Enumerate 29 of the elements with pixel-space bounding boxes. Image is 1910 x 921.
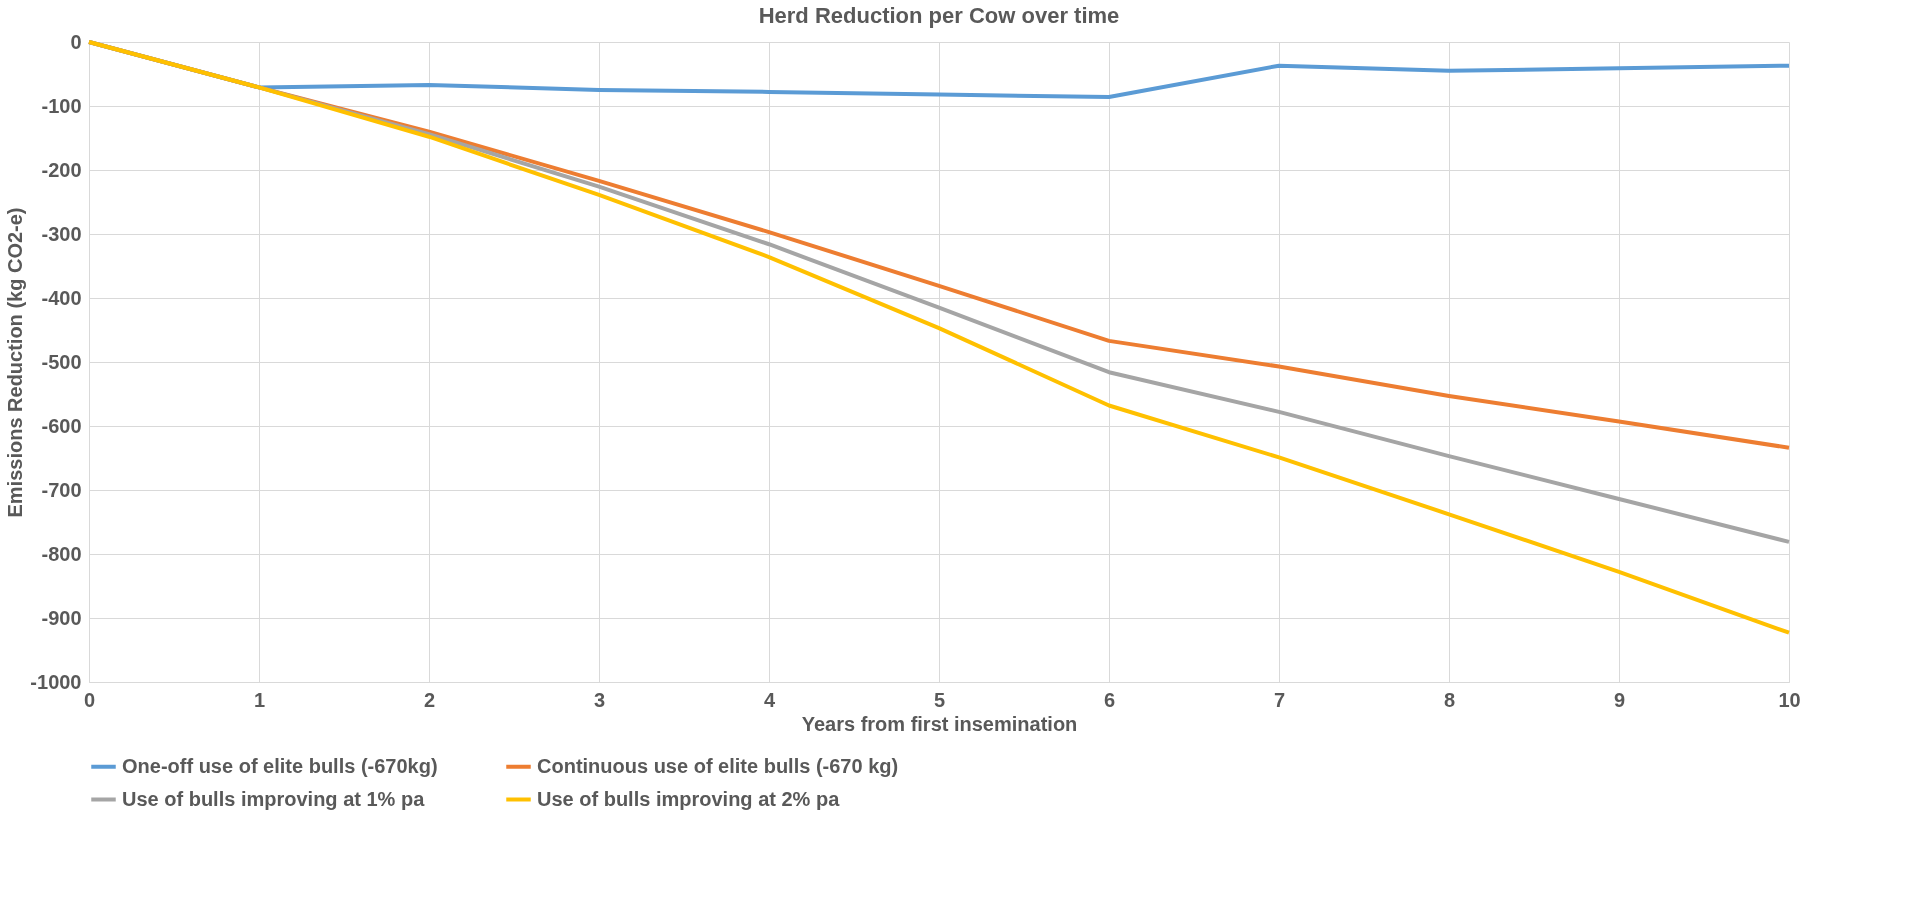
x-tick-label: 9 bbox=[1613, 688, 1626, 711]
legend-label: Use of bulls improving at 2% pa bbox=[537, 787, 841, 810]
y-tick-label: -900 bbox=[41, 606, 82, 629]
x-tick-label: 2 bbox=[423, 688, 436, 711]
y-tick-label: -200 bbox=[41, 158, 82, 181]
x-tick-label: 1 bbox=[253, 688, 266, 711]
y-tick-label: -400 bbox=[41, 286, 82, 309]
y-tick-label: -600 bbox=[41, 414, 82, 437]
y-tick-label: -700 bbox=[41, 478, 82, 501]
x-tick-label: 3 bbox=[593, 688, 606, 711]
y-tick-label: -500 bbox=[41, 350, 82, 373]
x-tick-label: 6 bbox=[1103, 688, 1116, 711]
x-tick-label: 10 bbox=[1778, 688, 1801, 711]
legend-label: Continuous use of elite bulls (-670 kg) bbox=[537, 754, 899, 777]
y-tick-label: -300 bbox=[41, 222, 82, 245]
y-tick-label: -100 bbox=[41, 94, 82, 117]
x-tick-label: 4 bbox=[763, 688, 776, 711]
legend-label: One-off use of elite bulls (-670kg) bbox=[122, 754, 438, 777]
y-axis-title: Emissions Reduction (kg CO2-e) bbox=[4, 207, 27, 518]
y-tick-label: -800 bbox=[41, 542, 82, 565]
x-tick-label: 0 bbox=[83, 688, 96, 711]
x-tick-label: 8 bbox=[1443, 688, 1456, 711]
x-tick-label: 5 bbox=[933, 688, 946, 711]
x-axis-title: Years from first insemination bbox=[801, 712, 1078, 735]
y-tick-label: -1000 bbox=[30, 670, 82, 693]
x-tick-label: 7 bbox=[1273, 688, 1286, 711]
legend-label: Use of bulls improving at 1% pa bbox=[122, 787, 426, 810]
chart-title: Herd Reduction per Cow over time bbox=[758, 3, 1120, 28]
y-tick-label: 0 bbox=[70, 30, 82, 53]
